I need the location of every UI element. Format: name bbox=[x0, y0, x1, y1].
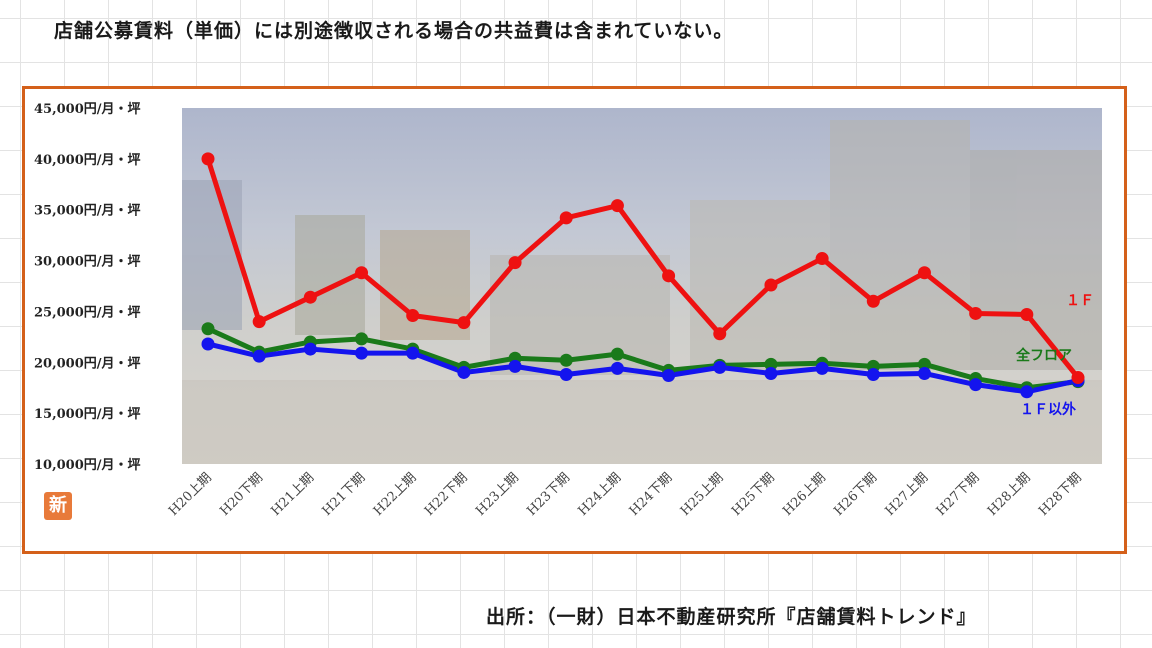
x-tick-label: H21上期 bbox=[268, 470, 317, 519]
x-tick-label: H24下期 bbox=[627, 470, 676, 519]
data-point bbox=[303, 290, 317, 304]
y-tick-label: 35,000円/月・坪 bbox=[34, 204, 141, 219]
series-line-1 bbox=[205, 326, 1081, 391]
data-point bbox=[252, 315, 266, 329]
data-point bbox=[764, 278, 778, 292]
x-tick-label: H25下期 bbox=[729, 470, 778, 519]
data-point bbox=[969, 378, 983, 392]
data-point bbox=[866, 367, 880, 381]
series-label: 全フロア bbox=[1015, 347, 1072, 364]
series-line-2 bbox=[205, 341, 1081, 395]
x-tick-label: H26上期 bbox=[780, 470, 829, 519]
data-point bbox=[559, 211, 573, 225]
x-tick-label: H27下期 bbox=[934, 470, 983, 519]
data-point bbox=[355, 346, 369, 360]
data-point bbox=[559, 367, 573, 381]
data-point bbox=[662, 269, 676, 283]
series-lines bbox=[205, 156, 1081, 395]
data-point bbox=[406, 346, 420, 360]
x-tick-label: H28上期 bbox=[985, 470, 1034, 519]
data-point bbox=[559, 353, 573, 367]
data-point bbox=[815, 361, 829, 375]
x-tick-label: H23上期 bbox=[473, 470, 522, 519]
data-point bbox=[764, 357, 778, 371]
series-labels: １Ｆ 全フロア １Ｆ以外 bbox=[1015, 293, 1094, 418]
series-line-0 bbox=[205, 156, 1081, 381]
y-tick-label: 20,000円/月・坪 bbox=[34, 356, 141, 371]
data-point bbox=[457, 365, 471, 379]
data-point bbox=[355, 332, 369, 346]
y-tick-label: 10,000円/月・坪 bbox=[34, 458, 141, 473]
data-point bbox=[508, 359, 522, 373]
x-tick-label: H27上期 bbox=[883, 470, 932, 519]
x-tick-label: H22上期 bbox=[371, 470, 420, 519]
data-point bbox=[815, 252, 829, 266]
x-tick-label: H20下期 bbox=[217, 470, 266, 519]
x-tick-label: H20上期 bbox=[166, 470, 215, 519]
data-point bbox=[610, 199, 624, 213]
data-point bbox=[252, 349, 266, 363]
x-tick-label: H23下期 bbox=[524, 470, 573, 519]
data-point bbox=[917, 266, 931, 280]
x-tick-label: H24上期 bbox=[576, 470, 625, 519]
source-note: 出所：（一財）日本不動産研究所『店舗賃料トレンド』 bbox=[486, 606, 977, 628]
data-point bbox=[1020, 385, 1034, 399]
y-tick-label: 25,000円/月・坪 bbox=[34, 305, 141, 320]
data-point bbox=[1071, 371, 1085, 385]
data-point bbox=[610, 361, 624, 375]
data-point bbox=[406, 308, 420, 322]
y-axis: 45,000円/月・坪 40,000円/月・坪 35,000円/月・坪 30,000円… bbox=[34, 102, 141, 473]
y-tick-label: 30,000円/月・坪 bbox=[34, 255, 141, 270]
series-points bbox=[201, 152, 1085, 399]
data-point bbox=[610, 347, 624, 361]
series-label: １Ｆ bbox=[1066, 293, 1094, 309]
data-point bbox=[201, 337, 215, 351]
x-axis: H20上期 H20下期 H21上期 H21下期 H22上期 H22下期 H23上期 H23下期… bbox=[166, 470, 1085, 519]
data-point bbox=[201, 152, 215, 166]
data-point bbox=[303, 342, 317, 356]
chart-note: 店舗公募賃料（単価）には別途徴収される場合の共益費は含まれていない。 bbox=[54, 20, 734, 42]
y-tick-label: 15,000円/月・坪 bbox=[34, 407, 141, 422]
data-point bbox=[1020, 307, 1034, 321]
background-cityscape bbox=[182, 120, 1102, 464]
data-point bbox=[508, 256, 522, 270]
series-label: １Ｆ以外 bbox=[1020, 401, 1076, 418]
data-point bbox=[713, 327, 727, 341]
x-tick-label: H22下期 bbox=[422, 470, 471, 519]
y-tick-label: 40,000円/月・坪 bbox=[34, 153, 141, 168]
data-point bbox=[662, 369, 676, 383]
data-point bbox=[201, 322, 215, 336]
y-tick-label: 45,000円/月・坪 bbox=[34, 102, 141, 117]
data-point bbox=[764, 366, 778, 380]
data-point bbox=[866, 294, 880, 308]
data-point bbox=[713, 360, 727, 374]
data-point bbox=[917, 357, 931, 371]
data-point bbox=[355, 266, 369, 280]
x-tick-label: H21下期 bbox=[320, 470, 369, 519]
x-tick-label: H28下期 bbox=[1036, 470, 1085, 519]
new-badge: 新 bbox=[44, 492, 72, 520]
x-tick-label: H25上期 bbox=[678, 470, 727, 519]
data-point bbox=[917, 366, 931, 380]
data-point bbox=[969, 306, 983, 320]
x-tick-label: H26下期 bbox=[831, 470, 880, 519]
data-point bbox=[457, 316, 471, 330]
